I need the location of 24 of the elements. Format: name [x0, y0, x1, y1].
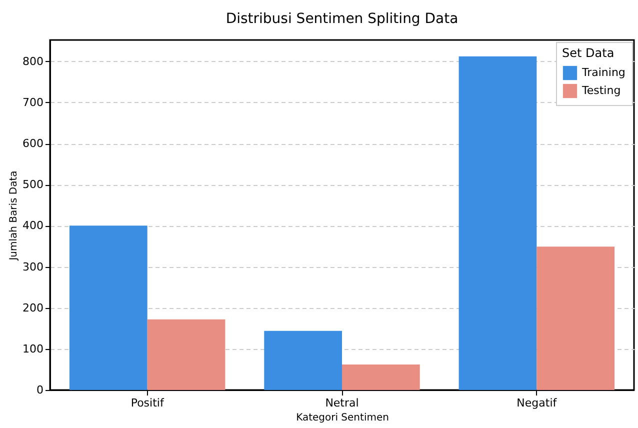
- y-tick-label: 600: [22, 137, 44, 150]
- y-tick-label: 200: [22, 301, 44, 314]
- y-axis-title: Jumlah Baris Data: [8, 170, 20, 262]
- chart-title: Distribusi Sentimen Spliting Data: [226, 11, 458, 27]
- legend-title: Set Data: [562, 46, 614, 60]
- bar: [69, 226, 148, 390]
- bar: [342, 364, 420, 390]
- x-tick-label: Positif: [130, 396, 165, 410]
- y-tick-label: 0: [36, 384, 44, 396]
- legend-label: Training: [581, 66, 626, 79]
- y-tick-label: 300: [22, 260, 44, 274]
- legend-label: Testing: [581, 84, 621, 97]
- x-tick-label: Negatif: [516, 396, 558, 410]
- bar: [536, 246, 615, 390]
- x-axis-title: Kategori Sentimen: [296, 412, 389, 424]
- y-tick-label: 800: [22, 54, 44, 68]
- bar: [458, 56, 537, 390]
- y-tick-label: 500: [22, 178, 44, 192]
- bar: [147, 319, 226, 390]
- y-tick-label: 400: [22, 219, 44, 232]
- y-tick-label: 700: [22, 96, 44, 109]
- bar: [264, 330, 342, 390]
- y-tick-label: 100: [22, 342, 44, 356]
- x-tick-label: Netral: [325, 396, 359, 410]
